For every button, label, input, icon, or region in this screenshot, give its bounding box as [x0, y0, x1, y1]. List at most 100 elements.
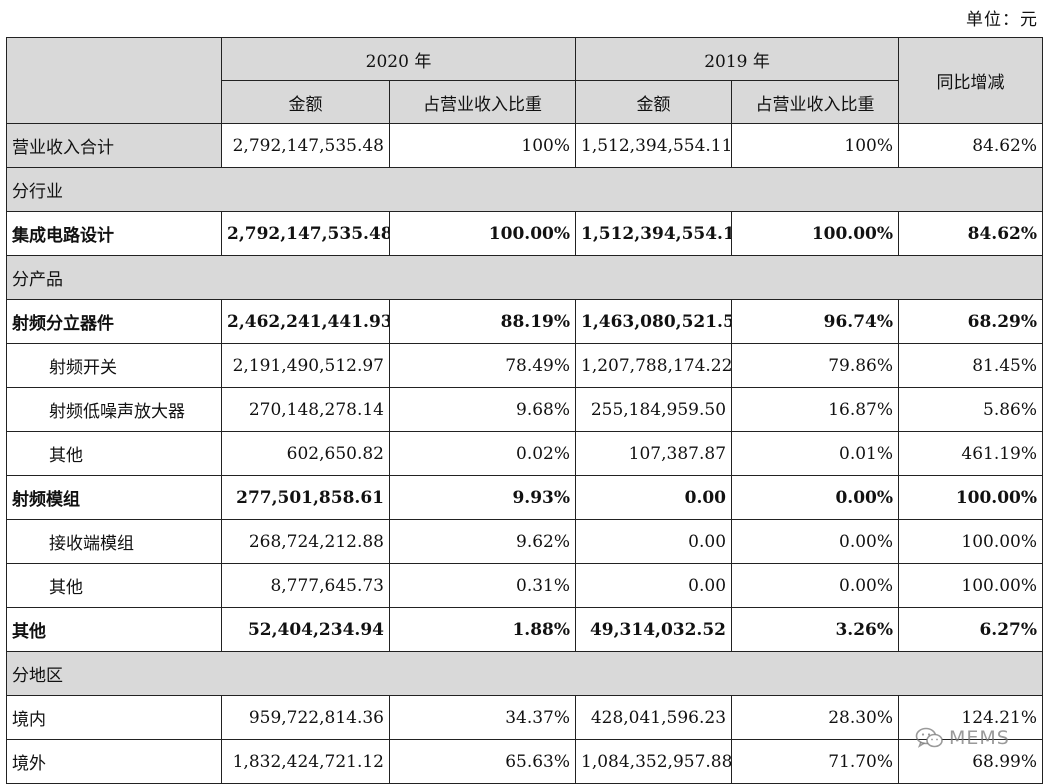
header-ratio-2019: 占营业收入比重 [731, 80, 900, 124]
row-label: 射频开关 [6, 343, 222, 388]
table-row: 其他 8,777,645.73 0.31% 0.00 0.00% 100.00% [6, 563, 1044, 608]
amount-2019: 1,512,394,554.11 [575, 211, 733, 256]
row-label: 射频分立器件 [6, 299, 222, 344]
header-amount-2019: 金额 [575, 80, 733, 124]
ratio-2020: 0.31% [388, 563, 577, 608]
ratio-2019: 0.00% [731, 563, 900, 608]
ratio-2019: 100.00% [731, 211, 900, 256]
section-row: 分地区 [5, 651, 1044, 696]
amount-2020: 277,501,858.61 [221, 475, 390, 520]
ratio-2019: 16.87% [731, 387, 900, 432]
watermark: MEMS [915, 726, 1010, 750]
yoy-change: 68.29% [898, 299, 1044, 344]
ratio-2019: 0.01% [731, 431, 900, 476]
row-label: 其他 [6, 607, 222, 652]
amount-2019: 1,207,788,174.22 [575, 343, 733, 388]
ratio-2020: 100% [388, 123, 577, 168]
yoy-change: 5.86% [898, 387, 1044, 432]
table-row: 其他 52,404,234.94 1.88% 49,314,032.52 3.2… [6, 607, 1044, 652]
header-empty-cell [6, 37, 222, 124]
ratio-2020: 9.68% [388, 387, 577, 432]
row-label: 境内 [6, 695, 222, 740]
row-label: 营业收入合计 [6, 123, 222, 168]
yoy-change: 100.00% [898, 519, 1044, 564]
amount-2019: 0.00 [575, 563, 733, 608]
section-row: 分行业 [5, 167, 1044, 212]
wechat-icon [915, 726, 945, 750]
amount-2020: 8,777,645.73 [221, 563, 390, 608]
table-row: 接收端模组 268,724,212.88 9.62% 0.00 0.00% 10… [6, 519, 1044, 564]
section-row: 分产品 [5, 255, 1044, 300]
table-row: 其他 602,650.82 0.02% 107,387.87 0.01% 461… [6, 431, 1044, 476]
watermark-text: MEMS [949, 727, 1010, 749]
ratio-2019: 28.30% [731, 695, 900, 740]
ratio-2020: 65.63% [388, 739, 577, 784]
row-label: 集成电路设计 [6, 211, 222, 256]
header-row-years: 2020 年 2019 年 同比增减 [6, 37, 1044, 124]
yoy-change: 84.62% [898, 123, 1044, 168]
ratio-2019: 100% [731, 123, 900, 168]
row-label: 其他 [6, 431, 222, 476]
ratio-2019: 79.86% [731, 343, 900, 388]
table-row: 射频低噪声放大器 270,148,278.14 9.68% 255,184,95… [6, 387, 1044, 432]
ratio-2020: 100.00% [388, 211, 577, 256]
yoy-change: 100.00% [898, 475, 1044, 520]
amount-2019: 1,084,352,957.88 [575, 739, 733, 784]
row-label: 接收端模组 [6, 519, 222, 564]
ratio-2020: 0.02% [388, 431, 577, 476]
ratio-2019: 3.26% [731, 607, 900, 652]
header-year-2019: 2019 年 [575, 37, 900, 81]
ratio-2019: 0.00% [731, 519, 900, 564]
unit-label: 单位：元 [966, 10, 1038, 30]
header-yoy: 同比增减 [898, 37, 1044, 124]
section-label: 分行业 [5, 167, 1044, 212]
section-label: 分地区 [5, 651, 1044, 696]
amount-2020: 52,404,234.94 [221, 607, 390, 652]
amount-2019: 49,314,032.52 [575, 607, 733, 652]
header-year-2020: 2020 年 [220, 37, 577, 81]
yoy-change: 100.00% [898, 563, 1044, 608]
table-row: 境外 1,832,424,721.12 65.63% 1,084,352,957… [6, 739, 1044, 784]
row-label: 射频模组 [6, 475, 222, 520]
table-row: 射频模组 277,501,858.61 9.93% 0.00 0.00% 100… [6, 475, 1044, 520]
ratio-2020: 78.49% [388, 343, 577, 388]
row-label: 射频低噪声放大器 [6, 387, 222, 432]
header-amount-2020: 金额 [221, 80, 390, 124]
ratio-2020: 88.19% [388, 299, 577, 344]
amount-2020: 268,724,212.88 [221, 519, 390, 564]
amount-2020: 1,832,424,721.12 [221, 739, 390, 784]
yoy-change: 461.19% [898, 431, 1044, 476]
amount-2020: 2,792,147,535.48 [221, 211, 390, 256]
amount-2020: 2,792,147,535.48 [221, 123, 390, 168]
amount-2020: 602,650.82 [221, 431, 390, 476]
row-label: 境外 [6, 739, 222, 784]
yoy-change: 6.27% [898, 607, 1044, 652]
ratio-2020: 1.88% [388, 607, 577, 652]
ratio-2019: 96.74% [731, 299, 900, 344]
table-row: 境内 959,722,814.36 34.37% 428,041,596.23 … [6, 695, 1044, 740]
yoy-change: 124.21% [898, 695, 1044, 740]
row-label: 其他 [6, 563, 222, 608]
ratio-2019: 71.70% [731, 739, 900, 784]
amount-2020: 959,722,814.36 [221, 695, 390, 740]
header-ratio-2020: 占营业收入比重 [388, 80, 577, 124]
amount-2019: 428,041,596.23 [575, 695, 733, 740]
header-row-sub: 金额 占营业收入比重 金额 占营业收入比重 [7, 80, 1043, 124]
table-row: 射频分立器件 2,462,241,441.93 88.19% 1,463,080… [6, 299, 1044, 344]
table-row: 射频开关 2,191,490,512.97 78.49% 1,207,788,1… [6, 343, 1044, 388]
ratio-2020: 34.37% [388, 695, 577, 740]
amount-2019: 107,387.87 [575, 431, 733, 476]
amount-2019: 1,463,080,521.59 [575, 299, 733, 344]
yoy-change: 84.62% [898, 211, 1044, 256]
section-label: 分产品 [5, 255, 1044, 300]
ratio-2019: 0.00% [731, 475, 900, 520]
amount-2019: 0.00 [575, 475, 733, 520]
yoy-change: 68.99% [898, 739, 1044, 784]
table-row: 集成电路设计 2,792,147,535.48 100.00% 1,512,39… [6, 211, 1044, 256]
amount-2019: 0.00 [575, 519, 733, 564]
ratio-2020: 9.62% [388, 519, 577, 564]
amount-2020: 2,191,490,512.97 [221, 343, 390, 388]
ratio-2020: 9.93% [388, 475, 577, 520]
revenue-table: 2020 年 2019 年 同比增减 金额 占营业收入比重 金额 占营业收入比重… [5, 37, 1044, 784]
amount-2020: 270,148,278.14 [221, 387, 390, 432]
